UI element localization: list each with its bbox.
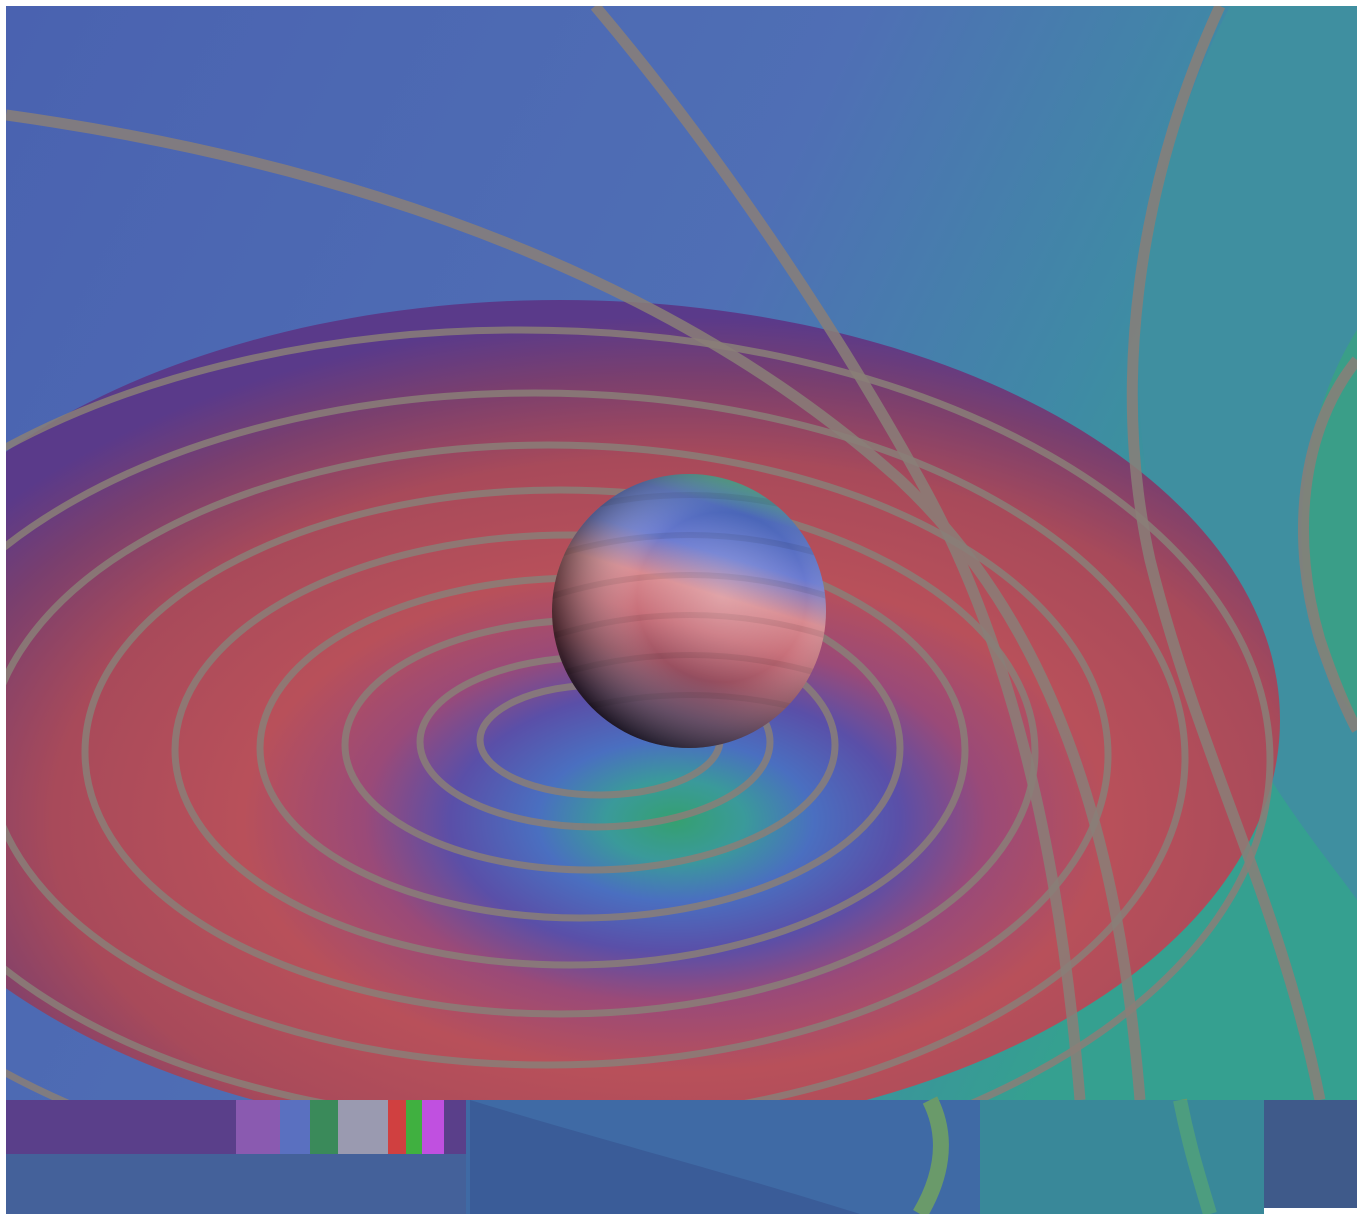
field-surface — [6, 6, 1357, 1100]
sphere-icon — [552, 474, 826, 748]
bottom-band — [6, 1096, 1357, 1214]
